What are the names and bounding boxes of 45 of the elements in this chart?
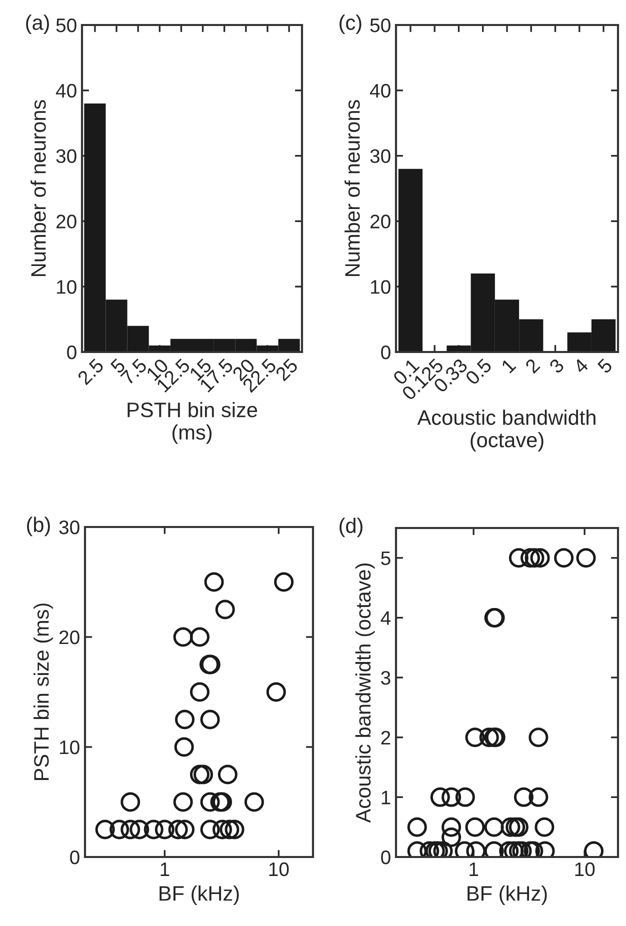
y-tick-label: 10 [56, 280, 76, 294]
y-tick-label: 20 [370, 214, 390, 228]
x-axis-title: PSTH bin size (ms) [128, 402, 258, 444]
y-tick-label: 0 [381, 345, 390, 360]
x-tick-label: 1 [470, 862, 478, 876]
chart-title: (b) [27, 516, 50, 536]
y-tick-label: 4 [380, 611, 391, 625]
x-tick-label: 1 [500, 358, 516, 374]
y-tick-label: 5 [381, 552, 390, 566]
y-tick-label: 0 [67, 345, 76, 360]
x-axis-title: BF (kHz) [160, 886, 239, 905]
x-tick-label: 25 [274, 358, 299, 382]
chart-title: (a) [26, 14, 49, 34]
x-tick-label: 2 [524, 358, 540, 374]
y-axis-title: PSTH bin size (ms) [34, 604, 53, 780]
y-tick-label: 20 [59, 630, 80, 644]
y-axis-title: Number of neurons [30, 100, 46, 276]
y-tick-label: 1 [382, 790, 390, 804]
x-tick-label: 10 [269, 862, 289, 876]
y-tick-label: 30 [56, 149, 76, 164]
y-tick-label: 50 [56, 18, 76, 32]
y-tick-label: 40 [56, 84, 76, 98]
x-tick-label: 1 [160, 862, 170, 876]
x-tick-label: 5 [596, 358, 614, 374]
y-tick-label: 10 [370, 280, 390, 294]
x-tick-label: 10 [575, 862, 595, 876]
x-tick-label: 4 [572, 358, 589, 374]
y-axis-title: Number of neurons [344, 100, 360, 276]
y-tick-label: 30 [370, 149, 390, 164]
y-axis-title: Acoustic bandwidth (octave) [355, 564, 375, 823]
y-tick-label: 3 [381, 671, 390, 685]
y-tick-label: 20 [56, 214, 76, 228]
y-tick-label: 0 [381, 850, 390, 864]
x-axis-title: BF (kHz) [468, 886, 547, 905]
y-tick-label: 0 [70, 850, 80, 864]
x-tick-label: 2.5 [76, 358, 104, 386]
x-axis-title: Acoustic bandwidth (octave) [417, 410, 596, 452]
x-tick-label: 3 [548, 358, 565, 374]
y-tick-label: 40 [370, 84, 390, 98]
y-tick-label: 2 [381, 730, 390, 744]
y-tick-label: 30 [59, 520, 80, 534]
y-tick-label: 50 [370, 18, 390, 32]
chart-title: (d) [340, 518, 362, 538]
chart-title: (c) [340, 14, 362, 34]
y-tick-label: 10 [60, 740, 80, 754]
